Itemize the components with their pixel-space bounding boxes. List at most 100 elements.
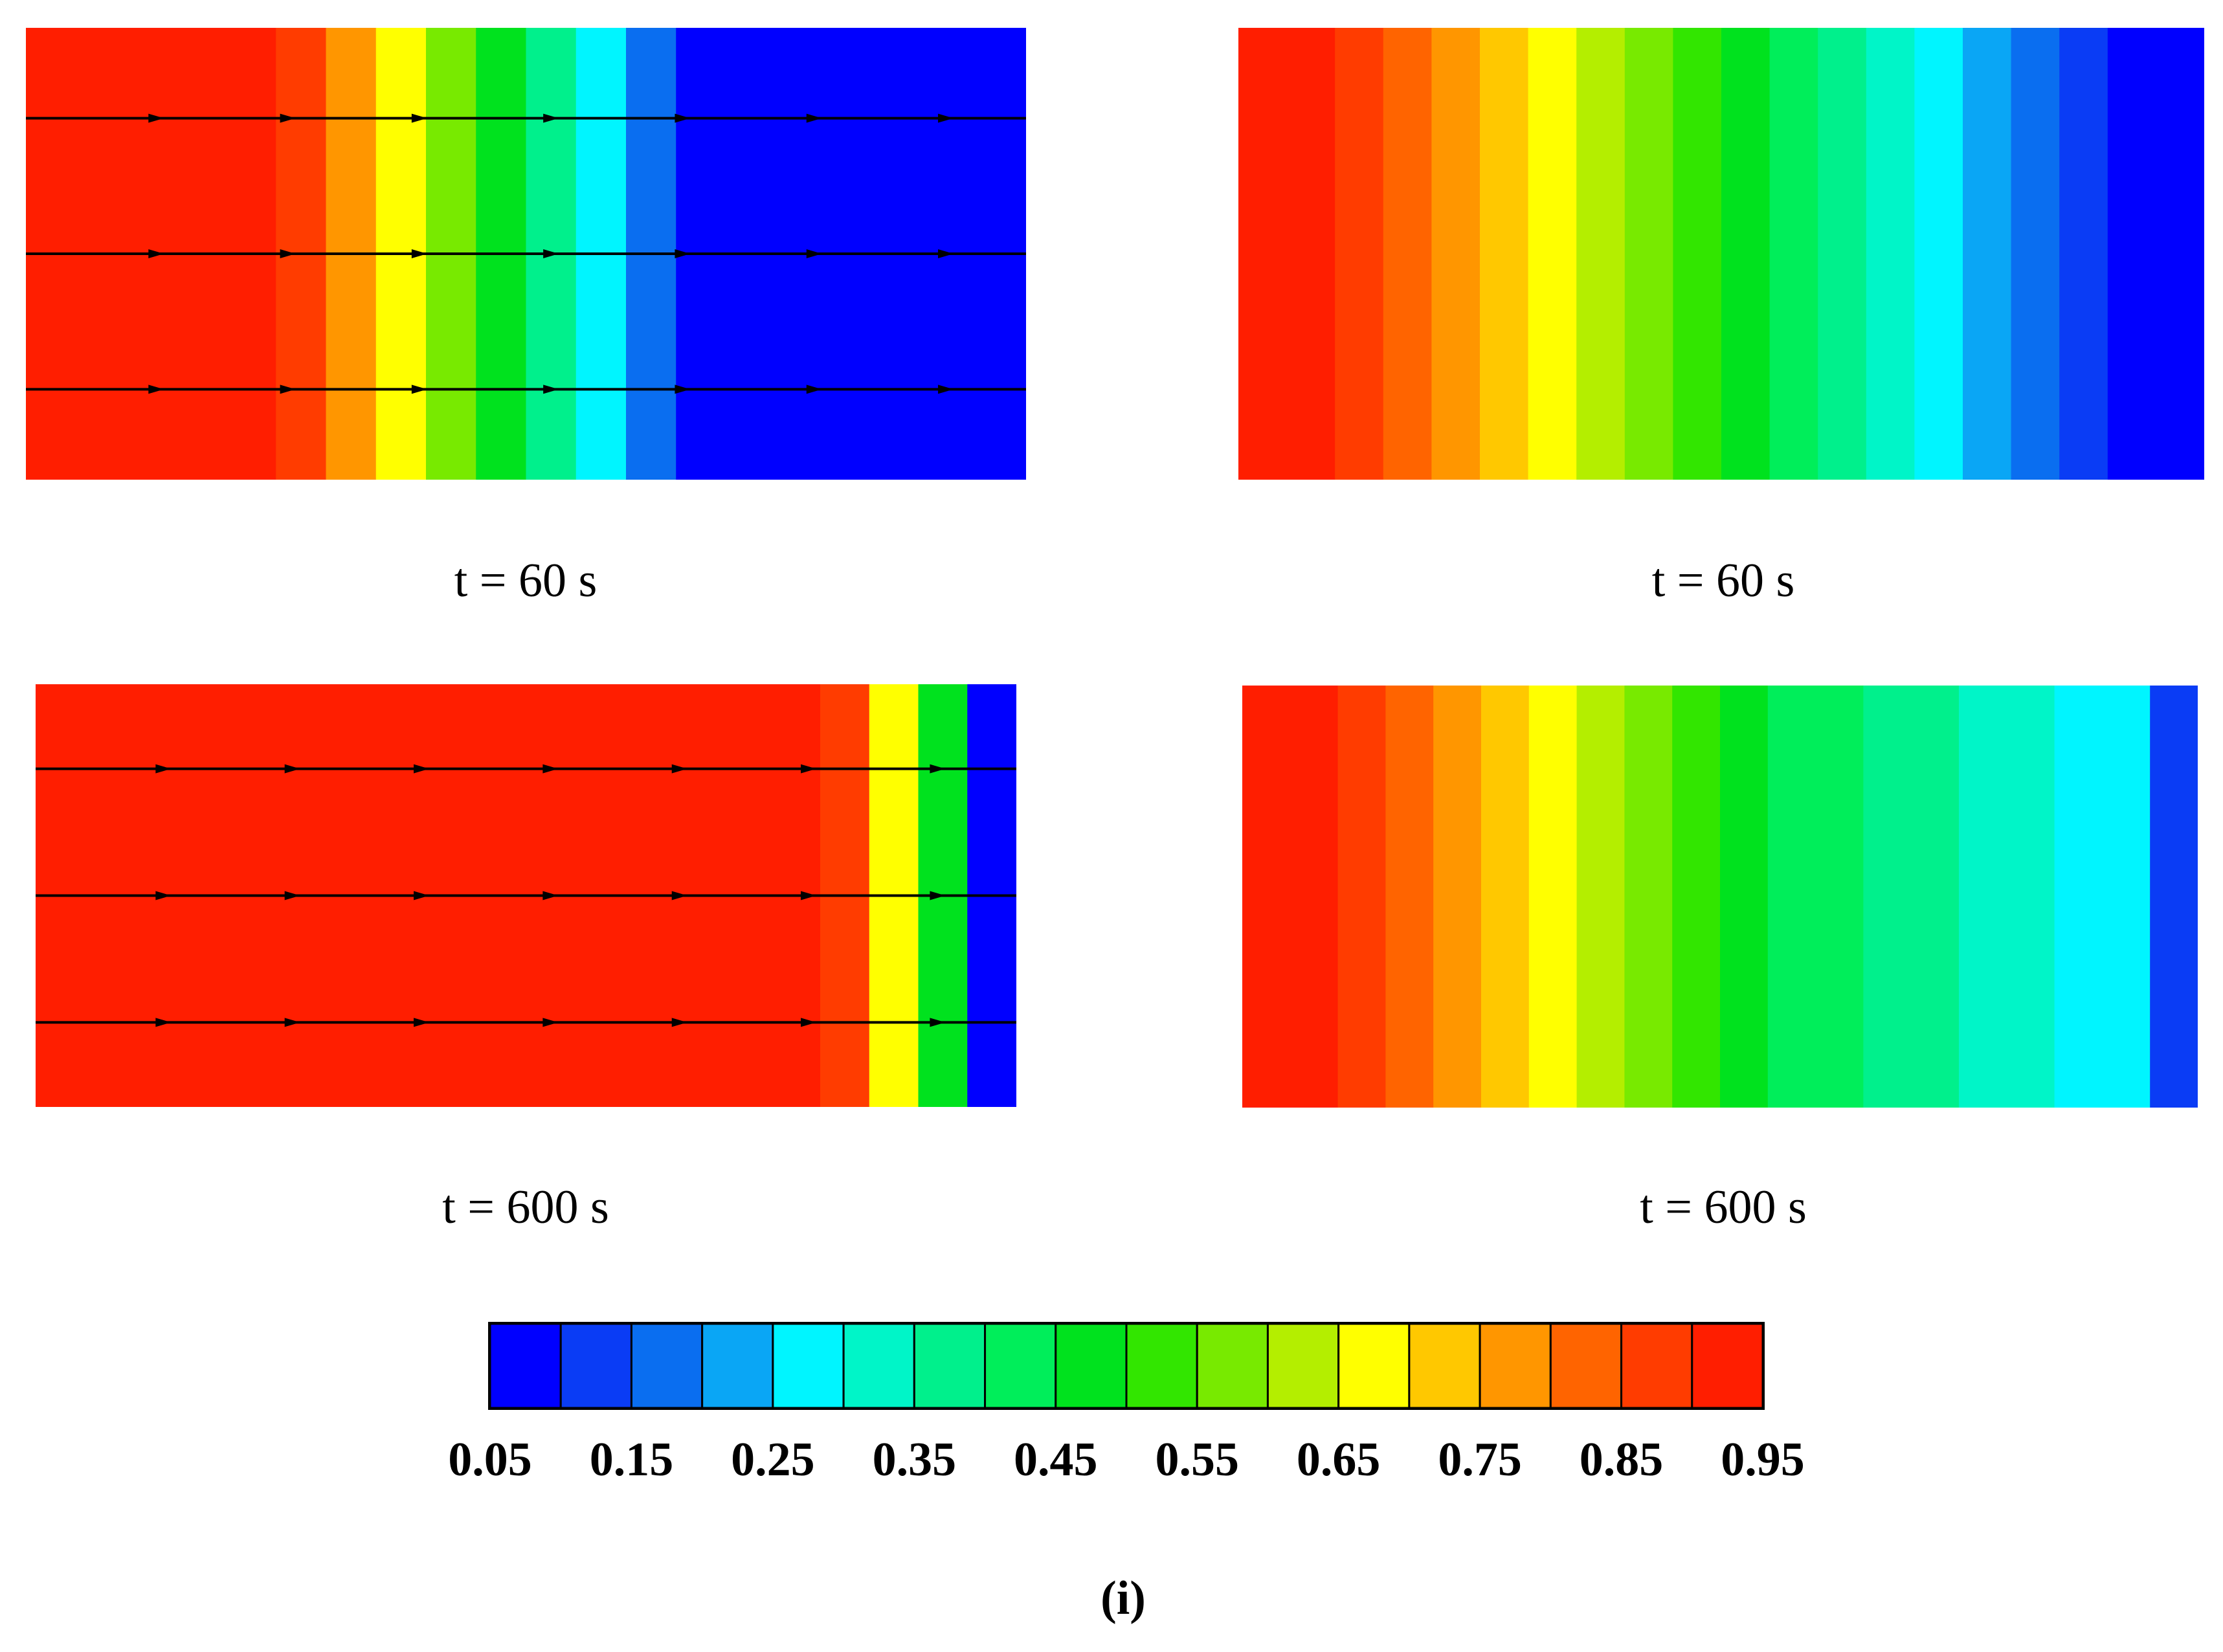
colorbar-swatch	[1408, 1323, 1481, 1409]
streamline-arrow	[280, 385, 296, 394]
streamline-arrow	[414, 764, 430, 774]
contour-band	[1528, 28, 1578, 480]
colorbar-swatch	[630, 1323, 704, 1409]
streamline-arrow	[675, 249, 691, 258]
streamline-arrow	[543, 385, 559, 394]
contour-band	[1242, 686, 1291, 1108]
streamline-arrow	[148, 113, 164, 123]
streamline-arrow	[801, 764, 817, 774]
contour-band	[1481, 686, 1530, 1108]
streamline-arrow	[542, 1018, 559, 1027]
colorbar-tick-label: 0.25	[731, 1433, 815, 1486]
colorbar-swatch	[1125, 1323, 1198, 1409]
contour-band	[1286, 28, 1336, 480]
contour-panel-top-left	[26, 28, 1026, 480]
colorbar-tick-label: 0.35	[872, 1433, 957, 1486]
contour-band	[1385, 686, 1435, 1108]
streamline-arrow	[414, 1018, 430, 1027]
colorbar-swatch	[559, 1323, 632, 1409]
colorbar-swatch	[489, 1323, 562, 1409]
contour-band	[1238, 28, 1288, 480]
colorbar-swatch	[1549, 1323, 1623, 1409]
contour-band	[2059, 28, 2108, 480]
streamline-arrow	[938, 385, 954, 394]
streamline-arrow	[938, 113, 954, 123]
contour-band	[1672, 686, 1721, 1108]
streamline-arrow	[671, 891, 687, 900]
colorbar-tick-label: 0.45	[1014, 1433, 1098, 1486]
streamline-arrow	[930, 764, 946, 774]
streamline-arrow	[801, 1018, 817, 1027]
colorbar	[488, 1322, 1765, 1410]
streamline-arrow	[414, 891, 430, 900]
colorbar-swatch	[772, 1323, 845, 1409]
colorbar-tick-label: 0.65	[1296, 1433, 1381, 1486]
streamline-arrow	[280, 249, 296, 258]
panel-caption-top-right: t = 60 s	[1651, 554, 1795, 607]
colorbar-swatch	[842, 1323, 915, 1409]
streamline-arrow	[930, 891, 946, 900]
streamline-arrow	[542, 891, 559, 900]
streamline-arrow	[930, 1018, 946, 1027]
contour-band	[2011, 28, 2061, 480]
contour-band	[1431, 28, 1480, 480]
colorbar-tick-label: 0.75	[1438, 1433, 1522, 1486]
contour-band	[2156, 28, 2204, 480]
streamline-arrow	[806, 385, 822, 394]
streamline-arrow	[155, 764, 172, 774]
contour-band	[1337, 686, 1387, 1108]
colorbar-swatch	[1337, 1323, 1411, 1409]
colorbar-tick-label: 0.85	[1579, 1433, 1664, 1486]
streamline-arrow	[801, 891, 817, 900]
streamline-arrow	[543, 249, 559, 258]
contour-band	[1769, 28, 1819, 480]
colorbar-swatch	[913, 1323, 987, 1409]
contour-band	[1866, 28, 1916, 480]
contour-band	[1624, 28, 1674, 480]
streamline-arrow	[148, 385, 164, 394]
streamline-arrow	[148, 249, 164, 258]
streamline-arrow	[155, 1018, 172, 1027]
contour-band	[1290, 686, 1339, 1108]
colorbar-tick-label: 0.55	[1155, 1433, 1239, 1486]
colorbar-tick-label: 0.95	[1721, 1433, 1805, 1486]
streamline-arrow	[671, 1018, 687, 1027]
contour-band	[1720, 686, 1769, 1108]
colorbar-swatch	[1620, 1323, 1693, 1409]
streamline-arrow	[806, 249, 822, 258]
contour-band	[1815, 686, 1864, 1108]
contour-band	[1383, 28, 1433, 480]
streamline-arrow	[542, 764, 559, 774]
colorbar-tick-label: 0.05	[448, 1433, 532, 1486]
colorbar-swatch	[1691, 1323, 1764, 1409]
colorbar-tick-label: 0.15	[589, 1433, 674, 1486]
contour-band	[1576, 28, 1625, 480]
colorbar-swatch	[1479, 1323, 1552, 1409]
contour-band	[2102, 686, 2151, 1108]
panel-caption-bottom-right: t = 600 s	[1640, 1181, 1807, 1234]
contour-band	[1963, 28, 2012, 480]
streamline-arrow	[675, 113, 691, 123]
streamline-arrow	[155, 891, 172, 900]
contour-band	[1721, 28, 1771, 480]
contour-band	[1528, 686, 1578, 1108]
contour-band	[1673, 28, 1722, 480]
contour-band	[1914, 28, 1963, 480]
contour-band	[1624, 686, 1673, 1108]
contour-band	[1767, 686, 1816, 1108]
contour-band	[1818, 28, 1867, 480]
colorbar-frame	[488, 1322, 1765, 1410]
colorbar-swatch	[701, 1323, 774, 1409]
contour-band	[2054, 686, 2103, 1108]
streamline-arrow	[280, 113, 296, 123]
contour-band	[1433, 686, 1482, 1108]
streamline-arrow	[806, 113, 822, 123]
contour-panel-bottom-right	[1242, 686, 2198, 1108]
streamline-arrow	[938, 249, 954, 258]
streamline-arrow	[284, 764, 300, 774]
streamline-arrow	[411, 385, 427, 394]
figure-sublabel: (i)	[1100, 1572, 1146, 1625]
contour-band	[1335, 28, 1384, 480]
contour-band	[1863, 686, 1912, 1108]
panel-caption-bottom-left: t = 600 s	[442, 1181, 609, 1234]
